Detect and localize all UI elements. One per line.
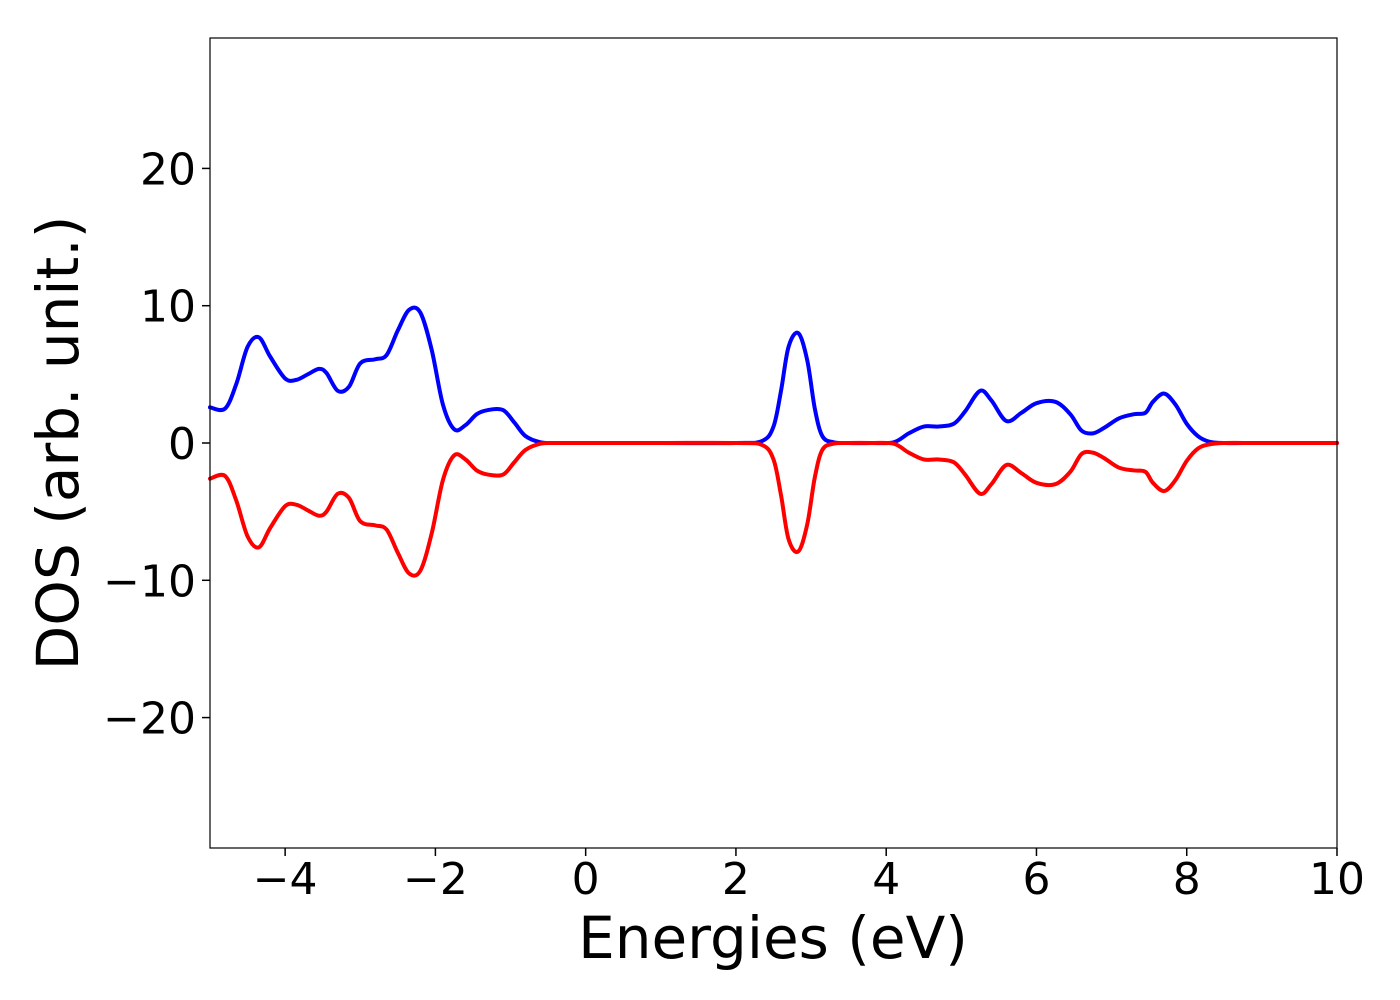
x-tick-label: 2 (722, 854, 750, 905)
x-tick-label: 4 (872, 854, 900, 905)
y-axis-label: DOS (arb. unit.) (24, 216, 92, 671)
y-tick-label: −10 (103, 556, 196, 607)
x-tick-label: 0 (572, 854, 600, 905)
y-axis-ticks: −20 −10 0 10 20 (103, 144, 210, 745)
x-tick-label: −2 (403, 854, 468, 905)
y-tick-label: 20 (140, 144, 196, 195)
spin-up-dos-line (208, 305, 1339, 446)
x-tick-label: 8 (1173, 854, 1201, 905)
series-layer (208, 305, 1339, 578)
y-tick-label: −20 (103, 694, 196, 745)
y-tick-label: 10 (140, 282, 196, 333)
y-tick-label: 0 (168, 419, 196, 470)
x-tick-label: 6 (1022, 854, 1050, 905)
spin-down-dos-line (208, 440, 1339, 578)
x-tick-label: −4 (253, 854, 318, 905)
x-tick-label: 10 (1309, 854, 1365, 905)
x-axis-ticks: −4 −2 0 2 4 6 8 10 (253, 848, 1365, 905)
plot-frame (209, 37, 1338, 849)
x-axis-label: Energies (eV) (578, 904, 968, 972)
